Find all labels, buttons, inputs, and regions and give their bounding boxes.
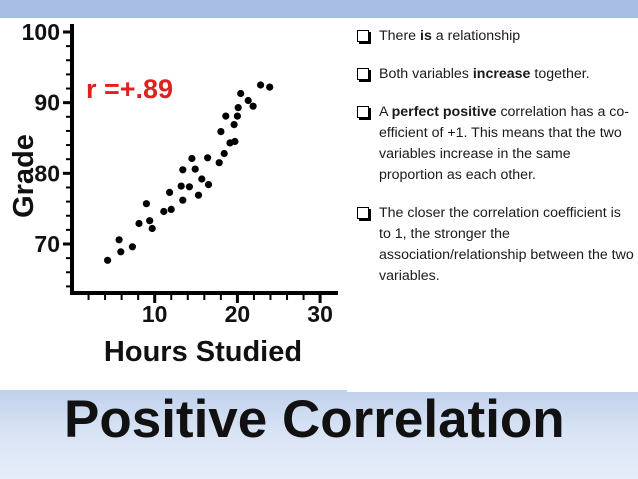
data-point: [249, 102, 257, 110]
y-tick-label: 80: [34, 160, 60, 186]
scatter-chart-panel: 70 80 90 100 10 20 30 Hours Studied Grade r =+.89: [0, 18, 347, 390]
data-point: [117, 248, 125, 256]
data-point: [167, 205, 175, 213]
bullet-text: A: [379, 104, 392, 120]
bullet-text: The closer the correlation coefficient i…: [379, 205, 634, 284]
data-point: [135, 219, 143, 228]
bullet-emphasis: increase: [472, 66, 531, 82]
bullet-item: A perfect positive correlation has a co-…: [357, 102, 635, 186]
data-point: [104, 256, 112, 264]
data-point: [160, 207, 168, 216]
checkbox-bullet-icon: [357, 30, 369, 42]
y-axis-label: Grade: [8, 134, 40, 218]
data-point: [231, 137, 239, 146]
data-point: [204, 154, 212, 162]
bullet-item: The closer the correlation coefficient i…: [357, 203, 635, 287]
bullet-text: correlation has a co-efficient of +1. Th…: [379, 104, 629, 183]
y-tick-label: 100: [22, 19, 60, 45]
data-point: [188, 154, 196, 163]
slide-title: Positive Correlation: [64, 390, 565, 449]
data-point: [179, 166, 187, 174]
x-tick-label: 20: [225, 301, 251, 327]
data-point: [198, 175, 206, 183]
data-point: [230, 121, 238, 129]
data-point: [142, 200, 150, 208]
bullet-text: together.: [530, 66, 590, 82]
data-point: [237, 89, 245, 98]
data-point: [266, 83, 274, 91]
data-point: [220, 149, 228, 158]
bullet-list: There is a relationship Both variables in…: [357, 26, 635, 304]
x-axis-label: Hours Studied: [104, 336, 302, 368]
x-tick-label: 10: [142, 301, 168, 327]
y-tick-label: 90: [34, 90, 60, 116]
data-point: [179, 196, 187, 204]
data-point: [177, 182, 185, 190]
data-point: [146, 217, 154, 225]
bullet-text: There: [379, 28, 421, 44]
data-point: [233, 112, 241, 120]
data-point: [194, 191, 203, 199]
correlation-coefficient-label: r =+.89: [86, 74, 173, 104]
top-accent-band: [0, 0, 638, 18]
data-point: [222, 112, 230, 120]
data-point: [244, 96, 252, 105]
bullet-emphasis: is: [420, 28, 432, 44]
bullet-text: Both variables: [379, 66, 473, 82]
checkbox-bullet-icon: [357, 207, 369, 219]
bullet-text: a relationship: [431, 28, 521, 44]
bullet-item: Both variables increase together.: [357, 64, 635, 85]
data-point: [204, 181, 213, 189]
bullet-panel: There is a relationship Both variables in…: [347, 18, 638, 392]
checkbox-bullet-icon: [357, 68, 369, 80]
bullet-emphasis: perfect positive: [391, 104, 497, 120]
data-point: [148, 224, 156, 233]
y-tick-label: 70: [34, 231, 60, 257]
data-point: [191, 165, 199, 173]
data-point: [115, 236, 123, 244]
data-point: [257, 81, 265, 89]
x-tick-label: 30: [307, 301, 333, 327]
bullet-item: There is a relationship: [357, 26, 635, 47]
data-point: [185, 183, 193, 191]
data-point: [217, 128, 225, 136]
checkbox-bullet-icon: [357, 106, 369, 118]
data-point: [166, 188, 174, 196]
data-point: [128, 243, 136, 251]
data-point: [215, 159, 223, 167]
data-point: [234, 104, 242, 112]
